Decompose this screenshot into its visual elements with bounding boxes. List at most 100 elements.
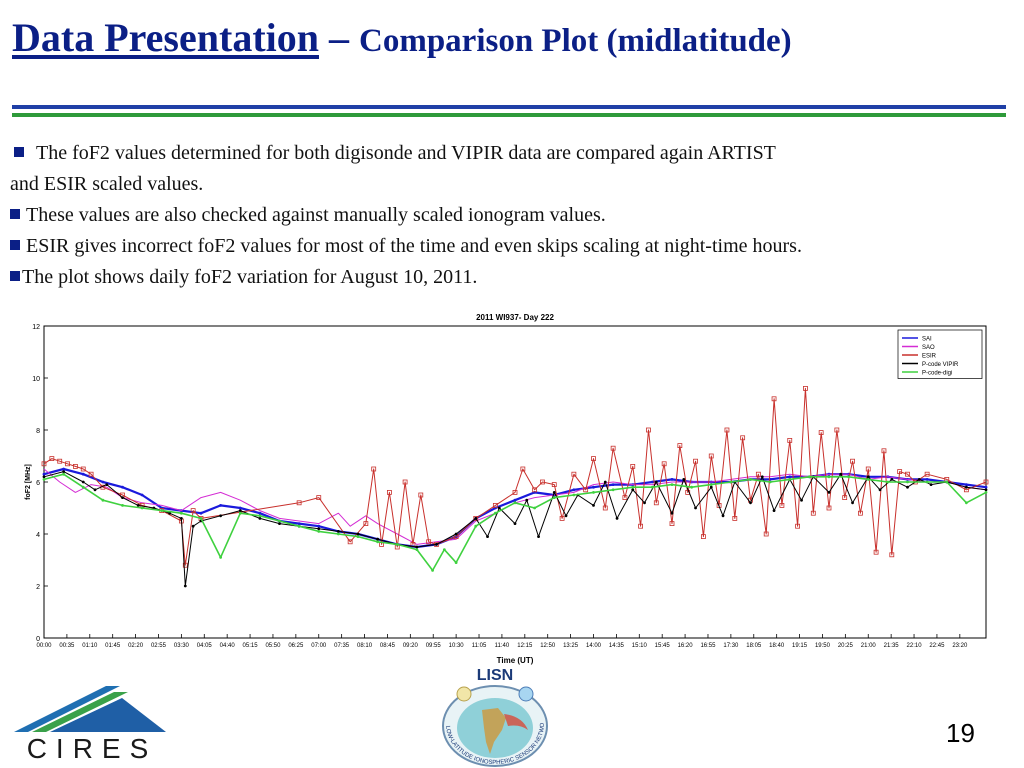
plot-area <box>43 325 987 639</box>
data-point-sai <box>258 511 262 515</box>
bullet-square-icon <box>10 240 20 250</box>
data-point-p-code-vipir <box>336 530 340 533</box>
data-point-sai <box>42 472 46 476</box>
data-point-esir <box>426 539 432 545</box>
x-tick-label: 18:05 <box>746 643 762 649</box>
data-point-p-code-vipir <box>552 491 556 494</box>
x-tick-label: 09:20 <box>403 643 419 649</box>
series-line-p-code-digi <box>43 473 987 572</box>
x-tick-label: 08:10 <box>357 643 373 649</box>
data-point-esir <box>905 471 910 477</box>
bullet-square-icon <box>10 271 20 281</box>
data-point-p-code-vipir <box>772 509 776 512</box>
data-point-p-code-digi <box>442 548 446 551</box>
bullet-text: ESIR gives incorrect foF2 values for mos… <box>26 235 802 257</box>
data-point-sai <box>964 483 968 486</box>
data-point-sai <box>199 511 203 515</box>
data-point-esir <box>661 461 667 467</box>
data-point-p-code-vipir <box>317 527 321 531</box>
title-main: Data Presentation <box>12 15 319 60</box>
data-point-esir <box>858 510 863 516</box>
x-tick-label: 05:50 <box>265 643 281 649</box>
data-point-esir <box>296 500 302 506</box>
data-point-esir <box>492 502 498 508</box>
data-point-p-code-vipir <box>564 514 568 518</box>
page-number: 19 <box>946 718 975 748</box>
x-tick-label: 00:00 <box>36 643 52 649</box>
data-point-esir <box>402 479 408 485</box>
data-point-p-code-vipir <box>513 522 517 525</box>
data-point-esir <box>724 427 730 433</box>
data-point-esir <box>834 427 840 433</box>
data-point-p-code-digi <box>690 485 694 489</box>
data-point-esir <box>881 448 887 454</box>
x-tick-label: 15:10 <box>632 643 648 649</box>
data-point-p-code-digi <box>631 485 635 489</box>
lisn-logo-text: LISN <box>477 667 513 684</box>
data-point-p-code-vipir <box>827 491 831 494</box>
data-point-esir <box>803 386 808 391</box>
x-tick-label: 19:15 <box>792 643 808 649</box>
data-point-esir <box>787 437 793 443</box>
data-point-esir <box>622 495 628 501</box>
data-point-p-code-digi <box>336 532 340 536</box>
data-point-sai <box>925 478 929 481</box>
data-point-esir <box>850 458 855 464</box>
data-point-p-code-vipir <box>356 532 360 536</box>
data-point-esir <box>57 458 63 464</box>
legend-label: ESIR <box>922 354 937 360</box>
bullet-text: The foF2 values determined for both digi… <box>36 142 776 164</box>
data-point-p-code-vipir <box>238 509 242 512</box>
data-point-esir <box>473 515 479 521</box>
data-point-esir <box>532 487 538 493</box>
data-point-p-code-digi <box>611 488 615 492</box>
x-tick-label: 08:45 <box>380 643 396 649</box>
data-point-p-code-vipir <box>984 488 988 492</box>
data-point-p-code-vipir <box>800 498 803 502</box>
data-point-p-code-vipir <box>906 485 909 489</box>
data-point-p-code-vipir <box>615 517 619 520</box>
data-point-p-code-vipir <box>136 504 140 507</box>
data-point-p-code-digi <box>81 485 85 489</box>
data-point-p-code-digi <box>415 548 419 551</box>
data-point-p-code-vipir <box>258 517 262 520</box>
y-tick-label: 8 <box>36 428 40 435</box>
x-tick-label: 04:40 <box>220 643 236 649</box>
data-point-sai <box>572 488 576 492</box>
data-point-p-code-vipir <box>183 584 187 588</box>
data-point-p-code-digi <box>278 519 281 523</box>
lisn-logo: LISN LOW-LATITUDE IONOSPHERIC SENSOR NET… <box>430 664 548 767</box>
data-point-sai <box>650 480 654 484</box>
data-point-esir <box>638 523 643 529</box>
data-point-esir <box>316 495 322 501</box>
data-point-p-code-vipir <box>191 524 195 528</box>
data-point-sai <box>592 485 595 489</box>
x-tick-label: 20:25 <box>838 643 854 649</box>
data-point-esir <box>418 492 424 498</box>
data-point-p-code-digi <box>474 524 478 528</box>
x-tick-label: 12:15 <box>517 643 533 649</box>
data-point-p-code-vipir <box>278 522 281 525</box>
data-point-p-code-vipir <box>694 506 697 510</box>
data-point-esir <box>865 466 871 472</box>
data-point-esir <box>41 461 47 467</box>
title-separator: – <box>319 15 359 60</box>
data-point-sai <box>611 483 615 486</box>
data-point-p-code-digi <box>749 478 752 481</box>
x-tick-label: 11:05 <box>472 643 487 649</box>
data-point-p-code-vipir <box>219 514 223 518</box>
y-tick-label: 10 <box>32 376 40 383</box>
x-tick-label: 22:45 <box>929 643 945 649</box>
x-tick-label: 05:15 <box>243 643 259 649</box>
data-point-esir <box>363 521 369 527</box>
data-point-p-code-vipir <box>964 485 968 489</box>
x-tick-label: 11:40 <box>495 643 510 649</box>
data-point-esir <box>591 456 596 462</box>
x-tick-label: 18:40 <box>769 643 785 649</box>
bullet-text: and ESIR scaled values. <box>10 173 204 195</box>
data-point-p-code-vipir <box>497 506 501 510</box>
bullet-square-icon <box>10 209 20 219</box>
data-point-sai <box>101 480 105 484</box>
data-point-p-code-vipir <box>376 537 380 541</box>
x-tick-label: 03:30 <box>174 643 190 649</box>
